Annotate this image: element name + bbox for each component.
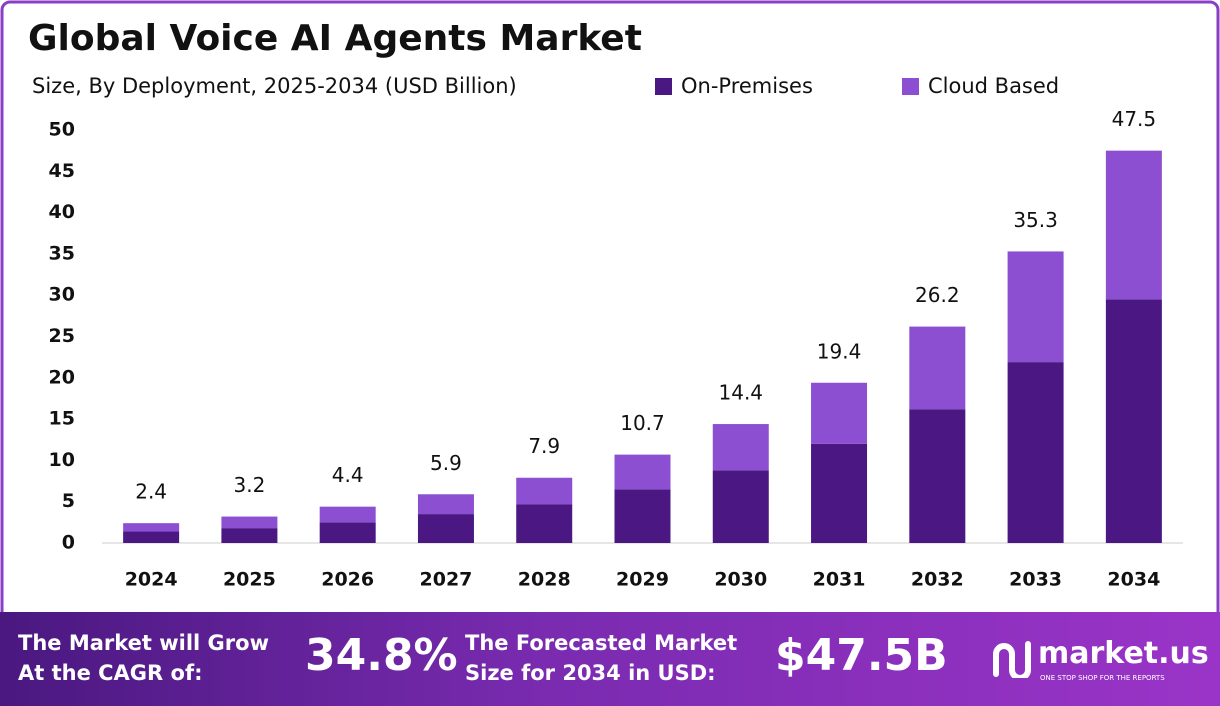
total-label: 14.4: [719, 381, 764, 405]
total-label: 3.2: [234, 473, 266, 497]
y-tick-label: 30: [49, 284, 75, 306]
total-label: 7.9: [528, 434, 560, 458]
bar-segment: [123, 523, 180, 532]
brand: market.us: [1038, 636, 1209, 671]
x-tick-label: 2028: [518, 569, 571, 591]
bar-segment: [909, 326, 966, 410]
bar-segment: [614, 489, 671, 543]
y-tick-label: 15: [49, 408, 75, 430]
total-label: 2.4: [135, 480, 167, 504]
y-tick-label: 0: [62, 532, 75, 554]
forecast-label: The Forecasted Market Size for 2034 in US…: [465, 628, 737, 688]
text: Size for 2034 in USD:: [465, 661, 716, 685]
chart-subtitle: Size, By Deployment, 2025-2034 (USD Bill…: [32, 74, 517, 98]
logo-icon: [993, 641, 1031, 678]
cagr-label: The Market will Grow At the CAGR of:: [18, 628, 269, 688]
y-tick-label: 10: [49, 449, 75, 471]
bar-segment: [712, 470, 769, 543]
text: The Market will Grow: [18, 631, 269, 655]
bar-segment: [516, 477, 573, 505]
bar-segment: [1105, 299, 1162, 543]
chart: Global Voice AI Agents Market Size, By D…: [0, 0, 1220, 644]
bar-segment: [417, 494, 474, 515]
text: At the CAGR of:: [18, 661, 203, 685]
bar-segment: [811, 382, 868, 444]
y-tick-label: 25: [49, 325, 75, 347]
bar-segment: [221, 528, 278, 543]
x-tick-label: 2033: [1009, 569, 1062, 591]
bar-segment: [1007, 362, 1064, 543]
y-tick-label: 5: [62, 490, 75, 512]
legend-swatch: [655, 78, 672, 95]
total-label: 47.5: [1112, 107, 1157, 131]
chart-title: Global Voice AI Agents Market: [28, 18, 642, 59]
cagr-value: 34.8%: [305, 630, 458, 681]
x-tick-label: 2025: [223, 569, 276, 591]
footer: The Market will Grow At the CAGR of: 34.8…: [0, 612, 1220, 706]
total-label: 35.3: [1013, 208, 1058, 232]
legend-label: Cloud Based: [928, 74, 1059, 98]
total-label: 19.4: [817, 339, 862, 363]
legend-swatch: [902, 78, 919, 95]
x-tick-label: 2032: [911, 569, 964, 591]
x-tick-label: 2027: [420, 569, 473, 591]
bar-segment: [614, 454, 671, 490]
x-tick-label: 2029: [616, 569, 669, 591]
total-label: 5.9: [430, 451, 462, 475]
bar-segment: [417, 514, 474, 543]
bar-segment: [1105, 150, 1162, 300]
legend-label: On-Premises: [681, 74, 813, 98]
bar-segment: [516, 504, 573, 543]
y-tick-label: 20: [49, 366, 75, 388]
total-label: 10.7: [620, 411, 665, 435]
bar-segment: [221, 516, 278, 529]
x-tick-label: 2034: [1107, 569, 1160, 591]
y-tick-label: 35: [49, 242, 75, 264]
forecast-value: $47.5B: [775, 630, 948, 681]
x-tick-label: 2030: [714, 569, 767, 591]
bar-segment: [712, 424, 769, 471]
tagline: ONE STOP SHOP FOR THE REPORTS: [1040, 674, 1165, 682]
x-tick-label: 2026: [321, 569, 374, 591]
text: The Forecasted Market: [465, 631, 738, 655]
x-tick-label: 2024: [125, 569, 178, 591]
total-label: 4.4: [332, 463, 364, 487]
bar-segment: [1007, 251, 1064, 363]
bar-segment: [319, 506, 376, 523]
y-tick-label: 50: [49, 119, 75, 141]
bar-segment: [909, 409, 966, 543]
y-tick-label: 40: [49, 201, 75, 223]
y-tick-label: 45: [49, 160, 75, 182]
bar-segment: [123, 531, 180, 543]
bar-segment: [319, 522, 376, 543]
x-tick-label: 2031: [813, 569, 866, 591]
total-label: 26.2: [915, 283, 960, 307]
bar-segment: [811, 443, 868, 543]
